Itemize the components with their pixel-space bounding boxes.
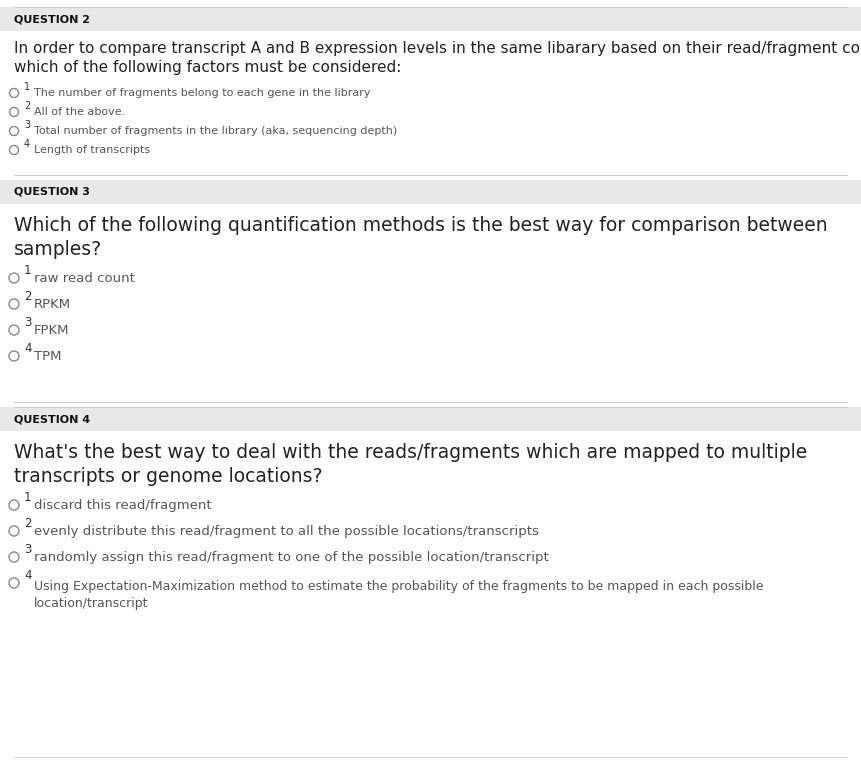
Text: 3: 3	[24, 543, 31, 556]
Text: 1: 1	[24, 82, 30, 92]
Text: 4: 4	[24, 569, 32, 582]
Text: randomly assign this read/fragment to one of the possible location/transcript: randomly assign this read/fragment to on…	[34, 550, 548, 563]
Text: QUESTION 4: QUESTION 4	[14, 414, 90, 424]
Text: QUESTION 3: QUESTION 3	[14, 187, 90, 197]
Text: discard this read/fragment: discard this read/fragment	[34, 498, 212, 511]
Text: 4: 4	[24, 139, 30, 149]
Text: 1: 1	[24, 491, 32, 504]
Text: QUESTION 2: QUESTION 2	[14, 14, 90, 24]
Text: RPKM: RPKM	[34, 298, 71, 310]
Text: 3: 3	[24, 120, 30, 130]
Bar	[0, 407, 861, 431]
Bar	[0, 180, 861, 204]
Text: TPM: TPM	[34, 349, 61, 362]
Text: Using Expectation-Maximization method to estimate the probability of the fragmen: Using Expectation-Maximization method to…	[34, 580, 764, 610]
Bar	[0, 7, 861, 31]
Text: evenly distribute this read/fragment to all the possible locations/transcripts: evenly distribute this read/fragment to …	[34, 524, 539, 537]
Text: 2: 2	[24, 290, 32, 303]
Text: The number of fragments belong to each gene in the library: The number of fragments belong to each g…	[34, 88, 370, 98]
Text: Which of the following quantification methods is the best way for comparison bet: Which of the following quantification me…	[14, 216, 827, 260]
Text: Total number of fragments in the library (aka, sequencing depth): Total number of fragments in the library…	[34, 126, 397, 136]
Text: 1: 1	[24, 264, 32, 277]
Text: 4: 4	[24, 342, 32, 355]
Text: Length of transcripts: Length of transcripts	[34, 145, 150, 155]
Text: raw read count: raw read count	[34, 272, 135, 285]
Text: 2: 2	[24, 517, 32, 530]
Text: All of the above.: All of the above.	[34, 107, 125, 117]
Text: 3: 3	[24, 316, 31, 329]
Text: FPKM: FPKM	[34, 323, 70, 336]
Text: In order to compare transcript A and B expression levels in the same libarary ba: In order to compare transcript A and B e…	[14, 41, 861, 75]
Text: 2: 2	[24, 101, 30, 111]
Text: What's the best way to deal with the reads/fragments which are mapped to multipl: What's the best way to deal with the rea…	[14, 443, 808, 486]
